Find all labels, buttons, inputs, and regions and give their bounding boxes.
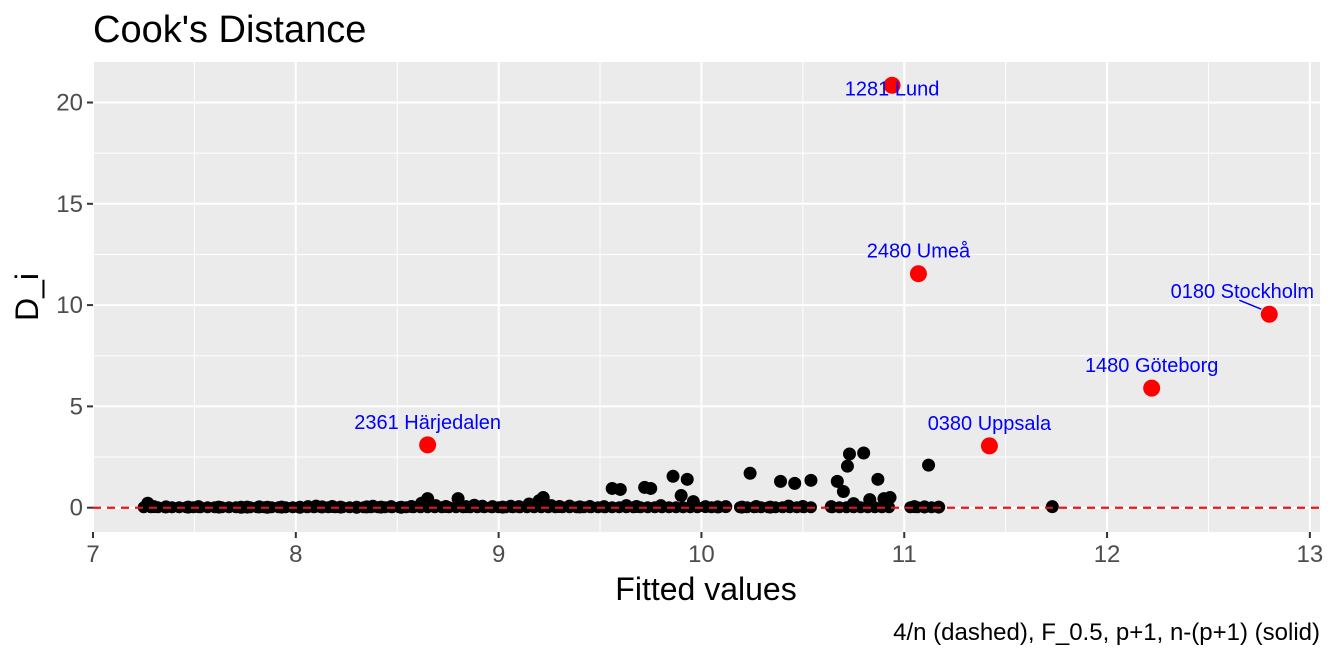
x-tick-label: 7 [86,541,99,568]
x-tick-label: 13 [1297,541,1324,568]
data-point [837,485,850,498]
x-tick-label: 8 [289,541,302,568]
data-point [681,473,694,486]
x-tick-label: 11 [892,541,917,568]
data-point [1046,500,1059,513]
point-annotation: 2361 Härjedalen [354,412,501,434]
y-axis-title: D_i [9,273,45,321]
y-tick-label: 0 [70,495,83,522]
data-point [675,489,688,502]
point-annotation: 2480 Umeå [867,241,971,263]
data-point [841,460,854,473]
chart-title: Cook's Distance [93,9,366,51]
data-point [744,467,757,480]
influential-point [981,437,998,454]
data-point [857,446,870,459]
x-tick-label: 12 [1094,541,1121,568]
x-axis-title: Fitted values [615,571,796,607]
data-point [804,474,817,487]
point-annotation: 0380 Uppsala [928,413,1052,435]
x-tick-label: 10 [688,541,715,568]
data-point [871,473,884,486]
influential-point [419,436,436,453]
point-annotation: 0180 Stockholm [1171,281,1314,303]
x-axis-ticks: 7 8 9 10 11 12 13 [86,532,1323,568]
influential-point [1143,380,1160,397]
y-tick-label: 10 [56,292,83,319]
data-point [788,477,801,490]
data-point [614,483,627,496]
x-tick-label: 9 [492,541,505,568]
point-annotation: 1480 Göteborg [1085,355,1218,377]
y-tick-label: 5 [70,393,83,420]
point-annotation: 1281 Lund [845,78,940,100]
chart-caption: 4/n (dashed), F_0.5, p+1, n-(p+1) (solid… [893,619,1320,646]
data-point [667,470,680,483]
influential-point [1261,306,1278,323]
influential-point [910,265,927,282]
data-point [843,448,856,461]
data-point [922,459,935,472]
data-point [774,475,787,488]
y-tick-label: 15 [56,191,83,218]
plot-panel [93,62,1320,532]
y-tick-label: 20 [56,90,83,117]
data-point [644,482,657,495]
y-axis-ticks: 0 5 10 15 20 [56,90,93,522]
